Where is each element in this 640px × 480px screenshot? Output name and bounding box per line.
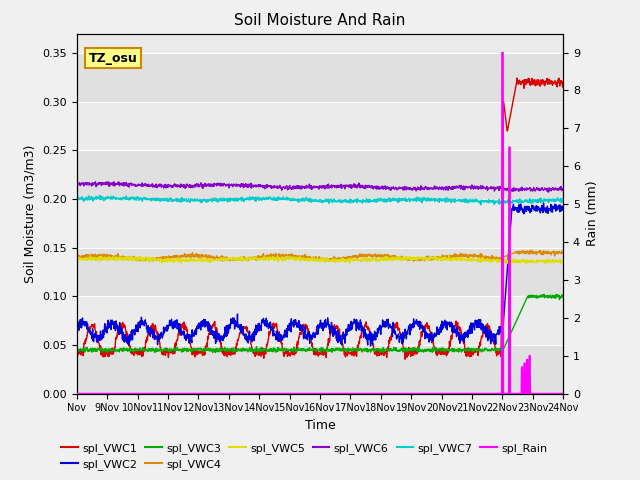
Bar <box>77 53 563 102</box>
Y-axis label: Soil Moisture (m3/m3): Soil Moisture (m3/m3) <box>24 144 36 283</box>
Bar <box>77 248 563 296</box>
Text: TZ_osu: TZ_osu <box>89 51 138 65</box>
Y-axis label: Rain (mm): Rain (mm) <box>586 181 598 246</box>
Bar <box>77 296 563 345</box>
Title: Soil Moisture And Rain: Soil Moisture And Rain <box>234 13 406 28</box>
Legend: spl_VWC1, spl_VWC2, spl_VWC3, spl_VWC4, spl_VWC5, spl_VWC6, spl_VWC7, spl_Rain: spl_VWC1, spl_VWC2, spl_VWC3, spl_VWC4, … <box>57 438 552 474</box>
Bar <box>77 150 563 199</box>
Bar <box>77 199 563 248</box>
Bar <box>77 345 563 394</box>
X-axis label: Time: Time <box>305 419 335 432</box>
Bar <box>77 102 563 150</box>
